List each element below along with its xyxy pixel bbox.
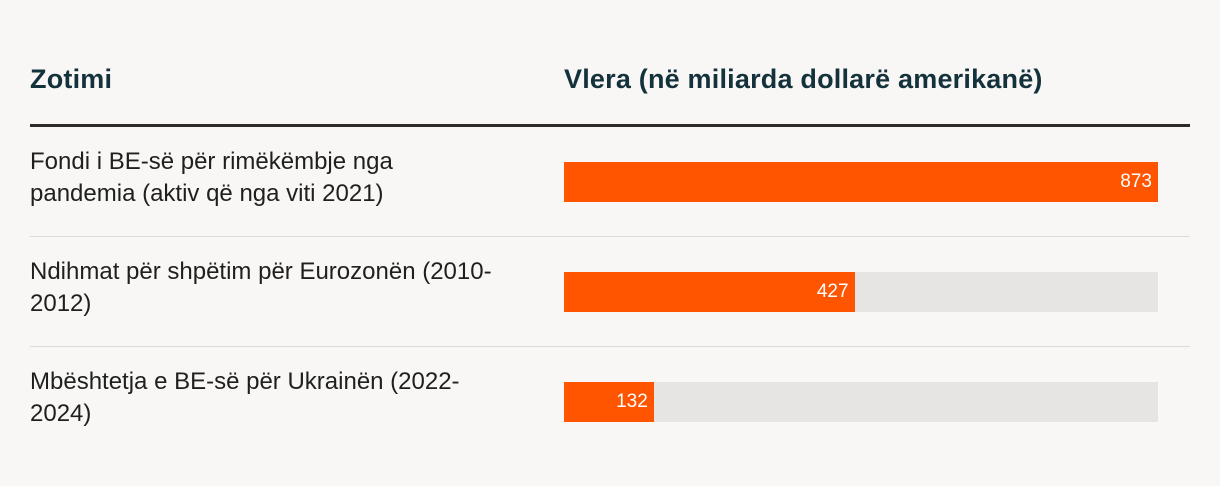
row-divider — [30, 346, 1190, 347]
row-label: Ndihmat për shpëtim për Eurozonën (2010-… — [30, 258, 492, 317]
bar-value-label: 132 — [616, 391, 648, 412]
bar-value-label: 427 — [816, 281, 849, 302]
bar-track: 132 — [564, 382, 1158, 422]
bar: 132 — [564, 382, 654, 422]
table-header: Zotimi Vlera (në miliarda dollarë amerik… — [30, 64, 1190, 108]
header-divider — [30, 124, 1190, 127]
bar: 427 — [564, 272, 855, 312]
bar: 873 — [564, 162, 1158, 202]
bar-track: 427 — [564, 272, 1158, 312]
column-header-value: Vlera (në miliarda dollarë amerikanë) — [564, 64, 1043, 94]
row-label: Mbështetja e BE-së për Ukrainën (2022-20… — [30, 368, 460, 427]
bar-value-label: 873 — [1120, 171, 1152, 192]
bar-track: 873 — [564, 162, 1158, 202]
row-label: Fondi i BE-së për rimëkëmbje nga pandemi… — [30, 148, 393, 207]
column-header-commitment: Zotimi — [30, 64, 113, 94]
row-divider — [30, 236, 1190, 237]
